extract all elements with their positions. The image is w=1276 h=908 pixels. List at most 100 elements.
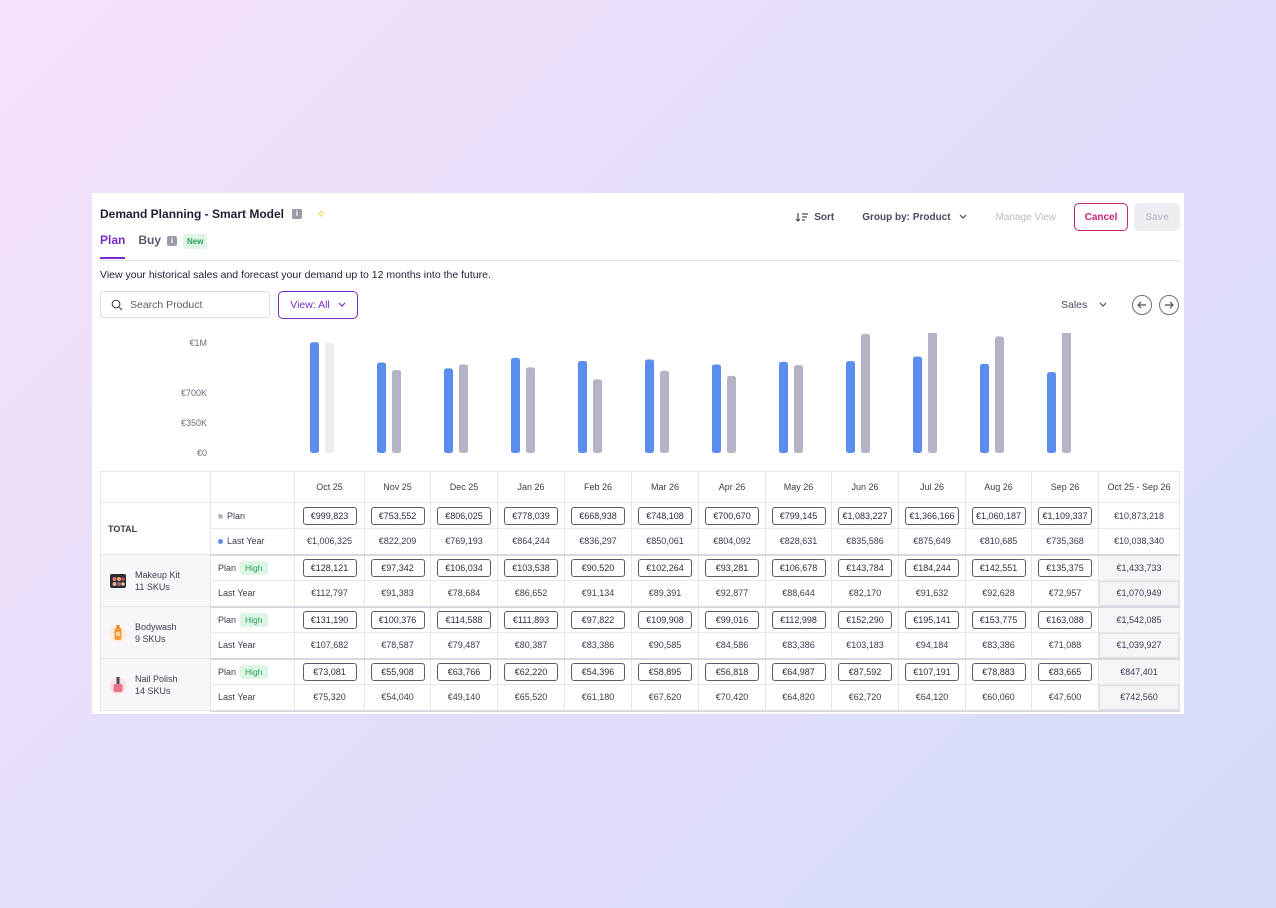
bar-plan-aug-26[interactable] <box>995 336 1004 453</box>
plan-value[interactable]: €111,893 <box>504 610 558 629</box>
plan-value[interactable]: €55,908 <box>370 662 425 681</box>
buy-info-icon[interactable]: i <box>167 236 178 246</box>
bar-plan-feb-26[interactable] <box>593 379 602 453</box>
bar-plan-oct-25[interactable] <box>325 343 334 453</box>
view-filter-button[interactable]: View: All <box>278 291 358 319</box>
bar-plan-jan-26[interactable] <box>526 367 535 453</box>
plan-value[interactable]: €106,034 <box>437 558 491 577</box>
plan-value[interactable]: €1,083,227 <box>838 506 892 525</box>
plan-cell[interactable]: €109,908 <box>631 606 699 633</box>
plan-cell[interactable]: €111,893 <box>497 606 565 633</box>
sort-button[interactable]: Sort <box>795 212 834 223</box>
plan-cell[interactable]: €999,823 <box>294 502 365 529</box>
manage-view-button[interactable]: Manage View <box>995 211 1056 223</box>
plan-value[interactable]: €114,588 <box>437 610 491 629</box>
plan-cell[interactable]: €153,775 <box>965 606 1032 633</box>
plan-value[interactable]: €195,141 <box>905 610 959 629</box>
plan-value[interactable]: €87,592 <box>838 662 892 681</box>
plan-cell[interactable]: €1,083,227 <box>831 502 899 529</box>
tab-plan[interactable]: Plan <box>100 233 126 259</box>
save-button[interactable]: Save <box>1134 203 1180 231</box>
plan-value[interactable]: €131,190 <box>302 610 357 629</box>
plan-cell[interactable]: €799,145 <box>765 502 832 529</box>
plan-value[interactable]: €102,264 <box>638 558 692 577</box>
plan-value[interactable]: €54,396 <box>571 662 625 681</box>
bar-plan-sep-26[interactable] <box>1062 333 1071 453</box>
bar-plan-may-26[interactable] <box>794 365 803 453</box>
plan-cell[interactable]: €64,987 <box>765 658 832 685</box>
bar-plan-nov-25[interactable] <box>392 370 401 453</box>
previous-arrow-button[interactable] <box>1132 295 1152 315</box>
plan-cell[interactable]: €58,895 <box>631 658 699 685</box>
bar-plan-apr-26[interactable] <box>727 375 736 453</box>
bar-last-year-oct-25[interactable] <box>310 342 319 453</box>
cancel-button[interactable]: Cancel <box>1074 203 1128 231</box>
bar-last-year-aug-26[interactable] <box>980 363 989 453</box>
plan-value[interactable]: €806,025 <box>437 506 491 525</box>
plan-cell[interactable]: €102,264 <box>631 554 699 581</box>
plan-cell[interactable]: €143,784 <box>831 554 899 581</box>
plan-cell[interactable]: €748,108 <box>631 502 699 529</box>
bar-plan-jun-26[interactable] <box>861 333 870 453</box>
plan-value[interactable]: €1,109,337 <box>1038 506 1092 525</box>
plan-value[interactable]: €143,784 <box>838 558 892 577</box>
plan-cell[interactable]: €54,396 <box>564 658 632 685</box>
plan-cell[interactable]: €62,220 <box>497 658 565 685</box>
plan-cell[interactable]: €63,766 <box>430 658 498 685</box>
plan-cell[interactable]: €106,034 <box>430 554 498 581</box>
plan-value[interactable]: €112,998 <box>771 610 826 629</box>
plan-cell[interactable]: €152,290 <box>831 606 899 633</box>
plan-value[interactable]: €109,908 <box>638 610 692 629</box>
plan-cell[interactable]: €184,244 <box>898 554 966 581</box>
plan-value[interactable]: €1,060,187 <box>971 506 1026 525</box>
plan-cell[interactable]: €56,818 <box>698 658 766 685</box>
plan-cell[interactable]: €1,060,187 <box>965 502 1032 529</box>
plan-value[interactable]: €799,145 <box>771 506 826 525</box>
group-by-dropdown[interactable]: Group by: Product <box>862 212 969 223</box>
plan-value[interactable]: €106,678 <box>771 558 826 577</box>
plan-cell[interactable]: €78,883 <box>965 658 1032 685</box>
plan-cell[interactable]: €778,039 <box>497 502 565 529</box>
plan-cell[interactable]: €131,190 <box>294 606 365 633</box>
next-arrow-button[interactable] <box>1159 295 1179 315</box>
plan-cell[interactable]: €1,109,337 <box>1031 502 1099 529</box>
bar-last-year-feb-26[interactable] <box>578 361 587 453</box>
plan-value[interactable]: €128,121 <box>302 558 357 577</box>
plan-value[interactable]: €97,342 <box>370 558 425 577</box>
plan-cell[interactable]: €93,281 <box>698 554 766 581</box>
plan-value[interactable]: €153,775 <box>971 610 1026 629</box>
plan-value[interactable]: €135,375 <box>1038 558 1092 577</box>
bar-last-year-sep-26[interactable] <box>1047 372 1056 453</box>
plan-cell[interactable]: €135,375 <box>1031 554 1099 581</box>
product-cell[interactable]: Nail Polish 14 SKUs <box>100 658 211 711</box>
tab-buy[interactable]: Buy <box>138 233 162 247</box>
bar-plan-jul-26[interactable] <box>928 333 937 453</box>
plan-cell[interactable]: €806,025 <box>430 502 498 529</box>
plan-cell[interactable]: €87,592 <box>831 658 899 685</box>
plan-value[interactable]: €63,766 <box>437 662 491 681</box>
plan-value[interactable]: €1,366,166 <box>905 506 959 525</box>
plan-value[interactable]: €999,823 <box>302 506 357 525</box>
plan-cell[interactable]: €83,665 <box>1031 658 1099 685</box>
plan-value[interactable]: €778,039 <box>504 506 558 525</box>
product-cell[interactable]: Bodywash 9 SKUs <box>100 606 211 659</box>
plan-cell[interactable]: €142,551 <box>965 554 1032 581</box>
plan-value[interactable]: €78,883 <box>971 662 1026 681</box>
plan-value[interactable]: €163,088 <box>1038 610 1092 629</box>
plan-cell[interactable]: €106,678 <box>765 554 832 581</box>
plan-value[interactable]: €100,376 <box>370 610 425 629</box>
metric-select[interactable]: Sales <box>1061 299 1107 311</box>
plan-cell[interactable]: €55,908 <box>364 658 431 685</box>
plan-cell[interactable]: €90,520 <box>564 554 632 581</box>
plan-cell[interactable]: €700,670 <box>698 502 766 529</box>
bar-last-year-jan-26[interactable] <box>511 357 520 453</box>
plan-value[interactable]: €152,290 <box>838 610 892 629</box>
bar-last-year-apr-26[interactable] <box>712 364 721 453</box>
bar-last-year-dec-25[interactable] <box>444 368 453 453</box>
plan-value[interactable]: €184,244 <box>905 558 959 577</box>
plan-value[interactable]: €73,081 <box>302 662 357 681</box>
plan-value[interactable]: €64,987 <box>771 662 826 681</box>
product-cell[interactable]: Makeup Kit 11 SKUs <box>100 554 211 607</box>
plan-value[interactable]: €62,220 <box>504 662 558 681</box>
plan-cell[interactable]: €128,121 <box>294 554 365 581</box>
